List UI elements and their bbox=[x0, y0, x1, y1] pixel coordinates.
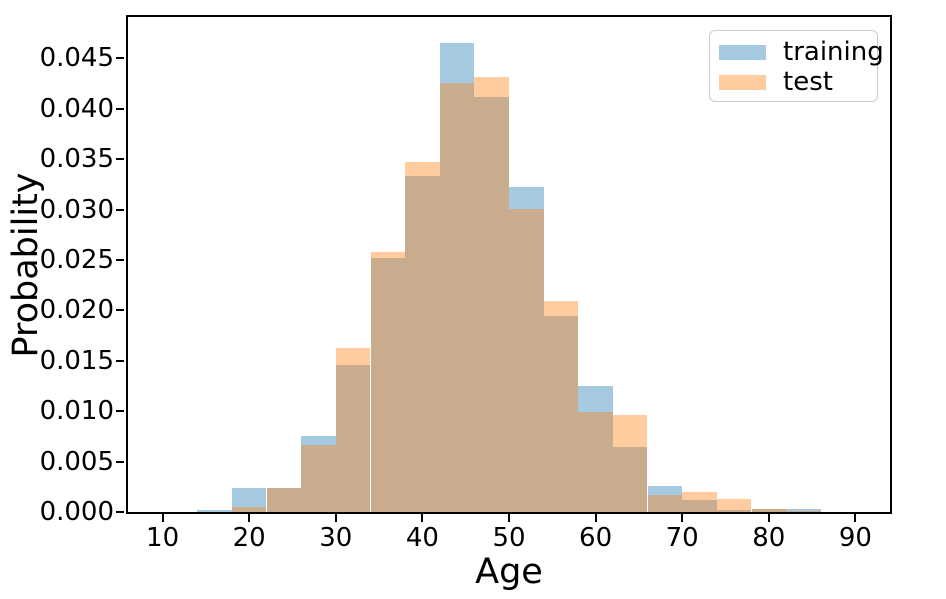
training-histogram-bar bbox=[578, 386, 613, 512]
y-tick-mark bbox=[116, 359, 124, 362]
test-histogram-bar bbox=[509, 208, 544, 512]
y-tick-mark bbox=[116, 309, 124, 312]
test-histogram-bar bbox=[266, 487, 302, 512]
y-tick-label: 0.025 bbox=[39, 245, 114, 275]
x-tick-label: 40 bbox=[405, 523, 439, 553]
test-histogram-layer bbox=[128, 17, 890, 512]
y-tick-label: 0.010 bbox=[39, 396, 114, 427]
y-tick-label: 0.020 bbox=[39, 295, 114, 326]
x-tick-label: 50 bbox=[492, 523, 526, 553]
legend-item-test: test bbox=[719, 67, 877, 97]
x-tick-mark bbox=[248, 514, 251, 522]
training-histogram-bar bbox=[301, 436, 336, 512]
y-tick-label: 0.045 bbox=[39, 43, 114, 74]
training-histogram-bar bbox=[335, 364, 371, 512]
y-tick-mark bbox=[116, 410, 124, 413]
test-histogram-bar bbox=[370, 251, 406, 512]
y-tick-label: 0.040 bbox=[39, 93, 114, 124]
test-histogram-bar bbox=[301, 444, 336, 512]
y-tick-mark bbox=[116, 57, 124, 60]
x-tick-mark bbox=[681, 514, 684, 522]
y-tick-mark bbox=[116, 511, 124, 513]
x-tick-mark bbox=[334, 514, 337, 522]
plot-canvas: training test bbox=[128, 17, 890, 512]
training-histogram-bar bbox=[509, 187, 544, 512]
x-tick-mark bbox=[854, 514, 857, 522]
training-histogram-bar bbox=[266, 487, 302, 512]
x-tick-label: 60 bbox=[579, 523, 613, 553]
x-axis-title: Age bbox=[475, 552, 543, 592]
test-histogram-bar bbox=[682, 491, 717, 512]
test-histogram-bar bbox=[578, 412, 613, 512]
training-histogram-layer bbox=[128, 17, 890, 512]
test-histogram-bar bbox=[751, 509, 787, 512]
test-histogram-bar bbox=[786, 511, 821, 512]
training-histogram-bar bbox=[716, 510, 752, 512]
x-tick-mark bbox=[421, 514, 424, 522]
y-tick-mark bbox=[116, 158, 124, 161]
test-histogram-bar bbox=[716, 498, 752, 512]
test-histogram-bar bbox=[543, 301, 579, 512]
test-swatch-icon bbox=[719, 74, 766, 90]
y-tick-mark bbox=[116, 259, 124, 261]
training-histogram-bar bbox=[439, 43, 475, 512]
training-histogram-bar bbox=[543, 316, 579, 512]
x-tick-label: 20 bbox=[232, 523, 266, 553]
x-tick-label: 90 bbox=[838, 523, 872, 553]
y-tick-label: 0.030 bbox=[39, 194, 114, 225]
training-swatch-icon bbox=[719, 44, 766, 60]
x-tick-mark bbox=[594, 514, 597, 522]
y-tick-label: 0.005 bbox=[39, 446, 114, 477]
test-histogram-bar bbox=[474, 76, 509, 512]
training-histogram-bar bbox=[474, 96, 509, 512]
training-histogram-bar bbox=[405, 176, 440, 512]
x-tick-mark bbox=[767, 514, 770, 522]
legend-label-training: training bbox=[783, 37, 884, 67]
x-tick-label: 30 bbox=[319, 523, 353, 553]
legend-item-training: training bbox=[719, 37, 884, 67]
training-histogram-bar bbox=[197, 510, 232, 512]
y-tick-mark bbox=[116, 460, 124, 463]
test-histogram-bar bbox=[647, 494, 683, 512]
y-tick-label: 0.035 bbox=[39, 144, 114, 175]
x-tick-label: 80 bbox=[752, 523, 786, 553]
training-histogram-bar bbox=[751, 509, 787, 512]
training-histogram-bar bbox=[612, 446, 648, 512]
x-tick-label: 10 bbox=[146, 523, 180, 553]
legend: training test bbox=[709, 30, 884, 102]
training-histogram-bar bbox=[786, 509, 821, 512]
legend-label-test: test bbox=[783, 67, 833, 97]
test-histogram-bar bbox=[612, 415, 648, 512]
test-histogram-bar bbox=[439, 82, 475, 512]
training-histogram-bar bbox=[231, 487, 267, 512]
x-tick-mark bbox=[161, 514, 164, 522]
y-tick-mark bbox=[116, 107, 124, 110]
y-tick-label: 0.000 bbox=[39, 497, 114, 527]
training-histogram-bar bbox=[370, 257, 406, 512]
test-histogram-bar bbox=[335, 347, 371, 512]
test-histogram-bar bbox=[405, 162, 440, 512]
y-tick-mark bbox=[116, 208, 124, 211]
test-histogram-bar bbox=[231, 507, 267, 512]
x-tick-mark bbox=[508, 514, 510, 522]
y-tick-label: 0.015 bbox=[39, 345, 114, 376]
x-tick-label: 70 bbox=[665, 523, 699, 553]
training-histogram-bar bbox=[682, 499, 717, 512]
training-histogram-bar bbox=[647, 485, 683, 512]
plot-area: training test bbox=[126, 15, 892, 514]
